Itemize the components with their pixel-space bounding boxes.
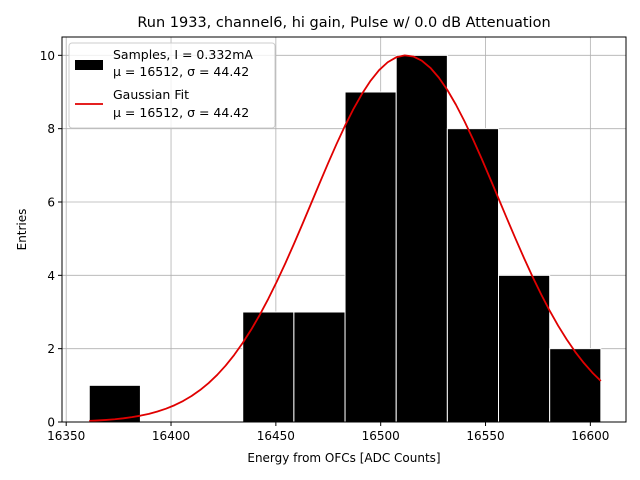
- fit-curve-group: [89, 54, 602, 422]
- histogram-bar: [549, 348, 602, 423]
- histogram-bar: [395, 54, 448, 423]
- y-axis-label: Entries: [15, 209, 29, 251]
- legend-fit-stats: μ = 16512, σ = 44.42: [113, 105, 249, 120]
- x-tick-label: 16550: [466, 429, 504, 443]
- axes: 16350 16400 16450 16500 16550 16600 0 2 4 6 8 10: [40, 36, 627, 443]
- histogram-bar: [293, 311, 346, 423]
- histogram-bar: [446, 128, 500, 423]
- histogram-bar: [498, 274, 551, 423]
- legend: Samples, I = 0.332mA μ = 16512, σ = 44.4…: [68, 42, 276, 129]
- histogram-bar: [242, 311, 295, 423]
- histogram-bars: [88, 54, 602, 423]
- legend-fit-label: Gaussian Fit: [113, 87, 189, 102]
- x-tick-label: 16450: [257, 429, 295, 443]
- y-tick-label: 2: [47, 342, 55, 356]
- x-tick-label: 16500: [362, 429, 400, 443]
- legend-samples-swatch: [75, 60, 103, 70]
- x-tick-label: 16600: [571, 429, 609, 443]
- x-axis-label: Energy from OFCs [ADC Counts]: [247, 451, 440, 465]
- y-tick-label: 4: [47, 269, 55, 283]
- x-tick-label: 16400: [152, 429, 190, 443]
- y-tick-label: 10: [40, 49, 55, 63]
- histogram-bar: [344, 91, 397, 423]
- x-tick-label: 16350: [47, 429, 85, 443]
- chart-title: Run 1933, channel6, hi gain, Pulse w/ 0.…: [137, 15, 550, 31]
- legend-samples-stats: μ = 16512, σ = 44.42: [113, 64, 249, 79]
- legend-frame: [68, 42, 276, 129]
- histogram-bar: [88, 384, 141, 423]
- y-tick-label: 8: [47, 122, 55, 136]
- y-tick-label: 6: [47, 196, 55, 210]
- gaussian-fit-curve: [89, 54, 602, 422]
- y-tick-label: 0: [47, 416, 55, 430]
- legend-samples-label: Samples, I = 0.332mA: [113, 47, 253, 62]
- axes-frame: [61, 36, 627, 423]
